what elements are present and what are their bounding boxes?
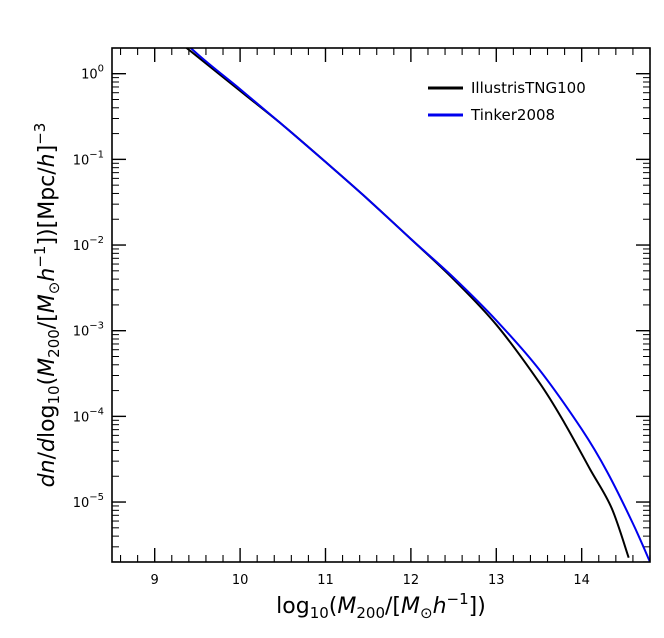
legend-label-tinker: Tinker2008 [470, 106, 555, 124]
x-tick-label: 14 [573, 573, 590, 588]
y-axis-label: dn/dlog10(M200/[M⊙h−1])[Mpc/h]−3 [31, 123, 63, 488]
x-tick-label: 9 [151, 573, 159, 588]
y-tick-label: 10−1 [73, 149, 104, 168]
legend-label-illustris: IllustrisTNG100 [471, 79, 586, 97]
x-axis-label: log10(M200/[M⊙h−1]) [276, 590, 486, 622]
x-tick-label: 12 [403, 573, 420, 588]
series-layer [185, 48, 650, 562]
x-tick-label: 10 [232, 573, 249, 588]
x-tick-label: 11 [317, 573, 334, 588]
y-tick-label: 10−2 [73, 235, 104, 254]
y-tick-label: 10−3 [73, 321, 104, 340]
y-tick-label: 10−4 [73, 406, 104, 425]
ticks-layer: 9101112131410110010−110−210−310−410−5 [73, 48, 651, 588]
y-tick-label: 10−5 [73, 492, 104, 511]
y-tick-label: 100 [81, 64, 104, 83]
legend: IllustrisTNG100 Tinker2008 [428, 79, 586, 124]
plot-frame [111, 47, 651, 563]
series-line-tinker [189, 48, 650, 562]
x-tick-label: 13 [488, 573, 505, 588]
